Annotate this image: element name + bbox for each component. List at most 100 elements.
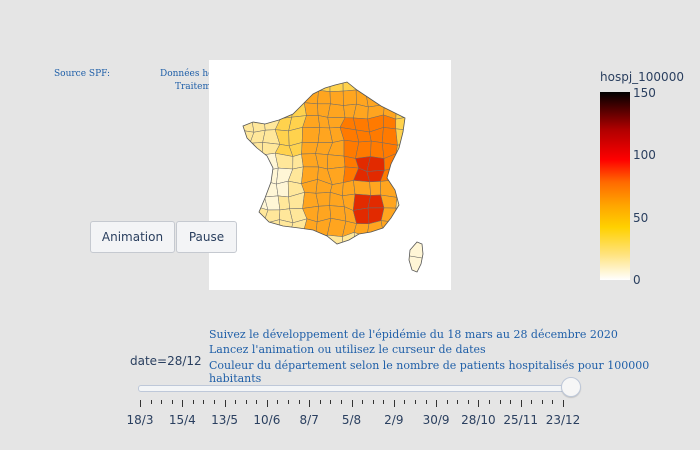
colorbar-title: hospj_100000: [600, 70, 684, 84]
department-region[interactable]: [276, 102, 294, 119]
department-region[interactable]: [288, 234, 305, 247]
slider-tick-label[interactable]: 30/9: [422, 413, 450, 427]
department-region[interactable]: [303, 88, 319, 105]
slider-minor-tick: [552, 400, 554, 404]
department-region[interactable]: [239, 218, 251, 236]
slider-tick-mark: [563, 400, 564, 407]
department-region[interactable]: [249, 87, 266, 105]
slider-tick-label[interactable]: 18/3: [126, 413, 154, 427]
slider-minor-tick: [277, 400, 279, 404]
department-region[interactable]: [277, 195, 290, 211]
department-region[interactable]: [263, 102, 281, 119]
department-region[interactable]: [239, 78, 254, 92]
department-region[interactable]: [365, 91, 385, 108]
department-region[interactable]: [315, 191, 331, 207]
department-region[interactable]: [353, 232, 370, 247]
department-region[interactable]: [353, 180, 371, 196]
department-region[interactable]: [279, 219, 294, 237]
department-region[interactable]: [370, 140, 385, 159]
department-region[interactable]: [303, 102, 319, 116]
department-region[interactable]: [248, 218, 266, 236]
department-region[interactable]: [263, 88, 278, 105]
department-region[interactable]: [239, 87, 254, 105]
department-region[interactable]: [301, 127, 321, 143]
annotation-line-1: Suivez le développement de l'épidémie du…: [209, 328, 618, 341]
department-region[interactable]: [251, 78, 266, 89]
department-region[interactable]: [329, 90, 344, 106]
date-slider-track[interactable]: [138, 385, 578, 392]
department-region[interactable]: [276, 180, 289, 198]
department-region[interactable]: [276, 89, 295, 108]
department-region[interactable]: [326, 234, 344, 247]
department-region[interactable]: [239, 142, 255, 157]
slider-current-value: date=28/12: [130, 354, 202, 368]
slider-tick-label[interactable]: 15/4: [168, 413, 196, 427]
slider-minor-tick: [499, 400, 501, 404]
slider-tick-label[interactable]: 23/12: [545, 413, 581, 427]
slider-tick-label[interactable]: 28/10: [461, 413, 496, 427]
department-region[interactable]: [381, 78, 396, 92]
department-region[interactable]: [239, 233, 253, 247]
slider-tick-label[interactable]: 25/11: [503, 413, 538, 427]
department-region[interactable]: [249, 101, 265, 118]
department-region[interactable]: [303, 78, 319, 91]
department-region[interactable]: [302, 234, 318, 247]
slider-minor-tick: [467, 400, 469, 404]
department-region[interactable]: [250, 232, 266, 247]
department-region[interactable]: [239, 205, 255, 222]
department-region[interactable]: [249, 142, 263, 156]
slider-minor-tick: [340, 400, 342, 404]
department-region[interactable]: [239, 153, 255, 170]
department-region[interactable]: [239, 180, 256, 196]
department-region[interactable]: [392, 233, 408, 247]
department-region[interactable]: [264, 232, 282, 247]
department-region[interactable]: [380, 220, 398, 238]
slider-minor-tick: [446, 400, 448, 404]
slider-minor-tick: [245, 400, 247, 404]
department-region[interactable]: [277, 78, 292, 94]
department-region[interactable]: [394, 78, 408, 92]
department-region[interactable]: [392, 168, 408, 183]
department-region[interactable]: [355, 129, 372, 143]
department-region[interactable]: [277, 235, 292, 247]
animation-button[interactable]: Animation: [90, 221, 175, 253]
slider-minor-tick: [362, 400, 364, 404]
date-slider-handle[interactable]: [561, 377, 581, 397]
department-region[interactable]: [250, 180, 265, 198]
map-panel: [209, 60, 451, 290]
department-region[interactable]: [264, 78, 279, 90]
department-region[interactable]: [289, 78, 307, 94]
department-region[interactable]: [239, 194, 254, 209]
france-choropleth-map[interactable]: [209, 60, 451, 290]
slider-tick-label[interactable]: 5/8: [341, 413, 362, 427]
department-region[interactable]: [391, 220, 408, 238]
department-region[interactable]: [365, 78, 383, 95]
department-region[interactable]: [317, 90, 331, 105]
department-region[interactable]: [395, 88, 408, 105]
department-region[interactable]: [369, 181, 382, 196]
department-region[interactable]: [382, 88, 398, 105]
department-region[interactable]: [291, 102, 307, 118]
department-region[interactable]: [395, 116, 408, 131]
department-region[interactable]: [316, 78, 331, 92]
department-region[interactable]: [394, 179, 408, 198]
department-region[interactable]: [249, 169, 268, 182]
department-region[interactable]: [249, 153, 268, 171]
slider-tick-label[interactable]: 13/5: [211, 413, 239, 427]
slider-tick-label[interactable]: 2/9: [384, 413, 404, 427]
department-region[interactable]: [262, 219, 282, 237]
department-region[interactable]: [381, 235, 396, 247]
department-region[interactable]: [239, 101, 252, 118]
department-region[interactable]: [366, 235, 384, 247]
source-label: Source SPF:: [54, 69, 111, 79]
department-region[interactable]: [342, 180, 356, 197]
pause-button[interactable]: Pause: [176, 221, 237, 253]
department-region[interactable]: [342, 89, 357, 106]
department-region[interactable]: [239, 168, 256, 183]
department-region[interactable]: [395, 207, 408, 223]
slider-tick-label[interactable]: 8/7: [299, 413, 319, 427]
department-region[interactable]: [327, 103, 346, 118]
slider-tick-label[interactable]: 10/6: [253, 413, 281, 427]
department-region[interactable]: [327, 154, 346, 170]
department-region[interactable]: [381, 127, 398, 146]
